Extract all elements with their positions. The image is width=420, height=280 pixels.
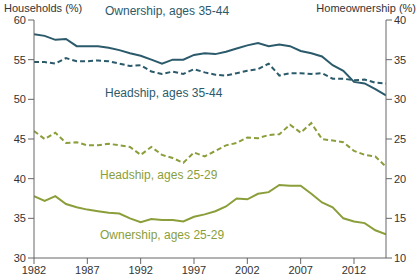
svg-text:55: 55 [14,54,26,66]
svg-text:1987: 1987 [75,264,99,276]
svg-text:30: 30 [394,93,406,105]
svg-text:1992: 1992 [128,264,152,276]
svg-text:10: 10 [394,252,406,264]
html-text:Headship, ages 35-44: Headship, ages 35-44 [105,86,223,100]
svg-text:60: 60 [14,14,26,26]
svg-text:50: 50 [14,93,26,105]
svg-text:40: 40 [14,173,26,185]
svg-text:40: 40 [394,14,406,26]
html-text:Households (%): Households (%) [4,2,83,14]
svg-text:35: 35 [394,54,406,66]
svg-text:2002: 2002 [235,264,259,276]
html-text:Homeownership (%): Homeownership (%) [316,2,416,14]
svg-text:30: 30 [14,252,26,264]
svg-text:2007: 2007 [288,264,312,276]
html-text:Ownership, ages 25-29: Ownership, ages 25-29 [100,228,225,242]
svg-text:35: 35 [14,212,26,224]
svg-text:45: 45 [14,133,26,145]
svg-text:20: 20 [394,173,406,185]
svg-text:1982: 1982 [22,264,46,276]
html-text:Headship, ages 25-29: Headship, ages 25-29 [100,168,218,182]
svg-text:15: 15 [394,212,406,224]
svg-text:1997: 1997 [182,264,206,276]
svg-text:25: 25 [394,133,406,145]
svg-text:2012: 2012 [342,264,366,276]
html-text:Ownership, ages 35-44: Ownership, ages 35-44 [105,4,230,18]
